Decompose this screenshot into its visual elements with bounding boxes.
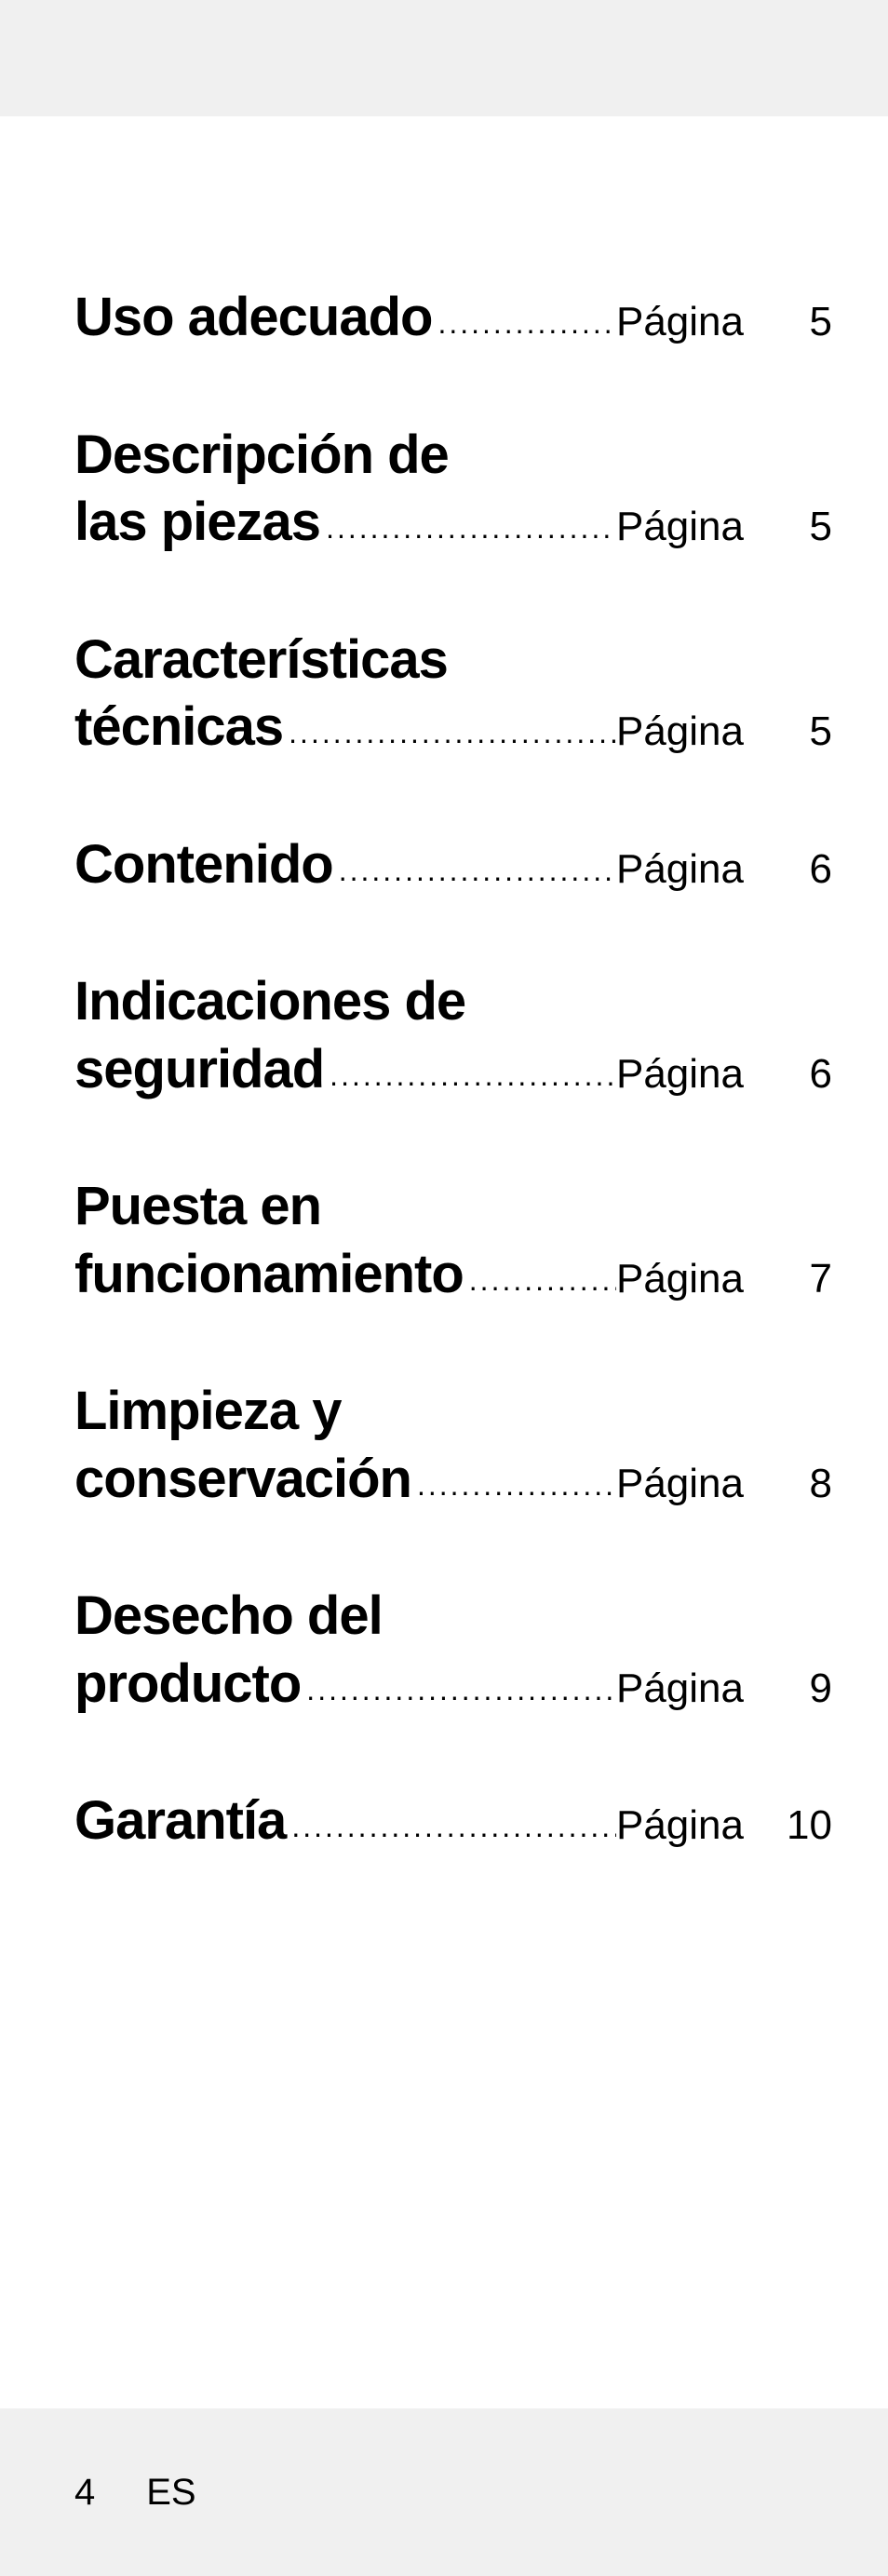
toc-page-label: Página — [616, 708, 744, 755]
toc-entry: Limpieza yconservación Página 8 — [74, 1378, 832, 1513]
toc-title-line: técnicas — [74, 694, 283, 762]
toc-title-line: las piezas — [74, 489, 320, 557]
toc-leader-dots — [320, 511, 616, 546]
toc-title-line: Uso adecuado — [74, 284, 432, 352]
footer-language: ES — [146, 2472, 195, 2514]
toc-title-line: Contenido — [74, 831, 333, 899]
toc-page-label: Página — [616, 1461, 744, 1507]
toc-line: Contenido Página 6 — [74, 831, 832, 899]
toc-entry: Uso adecuado Página 5 — [74, 284, 832, 352]
toc-title-line: conservación — [74, 1446, 411, 1514]
toc-leader-dots — [324, 1059, 616, 1093]
toc-entry: Característicastécnicas Página 5 — [74, 627, 832, 762]
table-of-contents: Uso adecuadoPágina5Descripción delas pie… — [0, 116, 888, 1855]
toc-line: Uso adecuado Página 5 — [74, 284, 832, 352]
toc-page-label: Página — [616, 1256, 744, 1302]
toc-line: las piezas Página 5 — [74, 489, 832, 557]
page-footer: 4 ES — [0, 2408, 888, 2576]
toc-entry: Descripción delas piezas Página 5 — [74, 422, 832, 557]
toc-page-label: Página — [616, 299, 744, 345]
toc-line: seguridad Página 6 — [74, 1036, 832, 1104]
toc-title-line: Garantía — [74, 1787, 286, 1855]
toc-entry: Desecho delproducto Página 9 — [74, 1583, 832, 1718]
toc-line: técnicas Página 5 — [74, 694, 832, 762]
toc-title-line: funcionamiento — [74, 1241, 464, 1309]
toc-page-label: Página — [616, 1051, 744, 1098]
toc-title-line: producto — [74, 1651, 301, 1719]
toc-entry: Indicaciones deseguridad Página 6 — [74, 968, 832, 1103]
toc-page-number: 7 — [762, 1256, 832, 1302]
toc-entry: Puesta enfuncionamiento Página 7 — [74, 1173, 832, 1308]
toc-page-number: 8 — [762, 1461, 832, 1507]
toc-page-number: 5 — [762, 299, 832, 345]
toc-title-line: Puesta en — [74, 1173, 832, 1241]
toc-page-number: 10 — [762, 1802, 832, 1849]
toc-page-number: 5 — [762, 504, 832, 550]
toc-leader-dots — [283, 716, 616, 750]
toc-page-number: 9 — [762, 1666, 832, 1712]
top-bar — [0, 0, 888, 116]
toc-page-number: 6 — [762, 846, 832, 893]
toc-line: producto Página 9 — [74, 1651, 832, 1719]
footer-page-number: 4 — [74, 2472, 95, 2514]
toc-entry: Garantía Página 10 — [74, 1787, 832, 1855]
toc-leader-dots — [464, 1263, 616, 1298]
toc-leader-dots — [286, 1810, 616, 1844]
toc-line: conservación Página 8 — [74, 1446, 832, 1514]
toc-title-line: seguridad — [74, 1036, 324, 1104]
toc-page-label: Página — [616, 1666, 744, 1712]
toc-title-line: Desecho del — [74, 1583, 832, 1651]
toc-leader-dots — [301, 1673, 616, 1707]
toc-page-number: 5 — [762, 708, 832, 755]
toc-page-label: Página — [616, 1802, 744, 1849]
toc-title-line: Características — [74, 627, 832, 695]
toc-leader-dots — [411, 1468, 616, 1503]
toc-page-number: 6 — [762, 1051, 832, 1098]
toc-page-label: Página — [616, 846, 744, 893]
toc-title-line: Limpieza y — [74, 1378, 832, 1446]
toc-title-line: Descripción de — [74, 422, 832, 490]
toc-title-line: Indicaciones de — [74, 968, 832, 1036]
toc-line: Garantía Página 10 — [74, 1787, 832, 1855]
toc-leader-dots — [333, 854, 616, 888]
toc-leader-dots — [432, 306, 616, 341]
toc-page-label: Página — [616, 504, 744, 550]
toc-line: funcionamiento Página 7 — [74, 1241, 832, 1309]
toc-entry: Contenido Página 6 — [74, 831, 832, 899]
